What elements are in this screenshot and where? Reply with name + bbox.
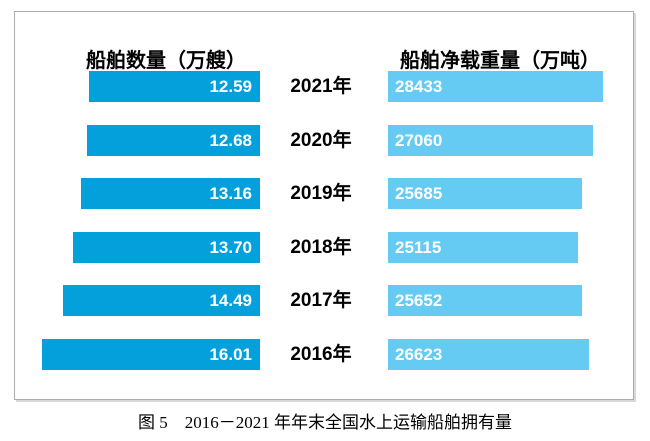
left-bar: 12.68 [87, 125, 260, 156]
left-series-header: 船舶数量（万艘） [86, 50, 246, 72]
chart-frame: 船舶数量（万艘） 船舶净载重量（万吨） 12.59 2021年 28433 12.68… [14, 11, 634, 400]
left-bar-value: 16.01 [209, 345, 252, 364]
year-label: 2020年 [290, 130, 352, 151]
left-bar: 14.49 [63, 285, 260, 316]
right-bar-value: 27060 [395, 131, 443, 150]
right-bar: 25652 [388, 285, 582, 316]
left-bar-value: 13.16 [209, 184, 252, 203]
year-label: 2021年 [290, 76, 352, 97]
year-label: 2018年 [290, 237, 352, 258]
left-bar-value: 12.59 [209, 77, 252, 96]
year-label: 2019年 [290, 183, 352, 204]
left-bar: 13.16 [81, 178, 260, 209]
right-bar: 25685 [388, 178, 582, 209]
right-bar: 26623 [388, 339, 589, 370]
left-bar-value: 12.68 [209, 131, 252, 150]
right-series-header: 船舶净载重量（万吨） [400, 50, 600, 72]
right-bar: 28433 [388, 71, 603, 102]
left-bar-value: 13.70 [209, 238, 252, 257]
figure-caption: 图 5 2016－2021 年年末全国水上运输船舶拥有量 [138, 413, 512, 432]
right-bar-value: 28433 [395, 77, 443, 96]
right-bar: 27060 [388, 125, 593, 156]
left-bar: 12.59 [89, 71, 260, 102]
left-bar: 16.01 [42, 339, 260, 370]
right-bar-value: 25652 [395, 291, 443, 310]
left-bar: 13.70 [73, 232, 260, 263]
right-bar: 25115 [388, 232, 578, 263]
left-bar-value: 14.49 [209, 291, 252, 310]
year-label: 2016年 [290, 344, 352, 365]
right-bar-value: 26623 [395, 345, 443, 364]
right-bar-value: 25115 [395, 238, 442, 257]
year-label: 2017年 [290, 290, 352, 311]
right-bar-value: 25685 [395, 184, 443, 203]
